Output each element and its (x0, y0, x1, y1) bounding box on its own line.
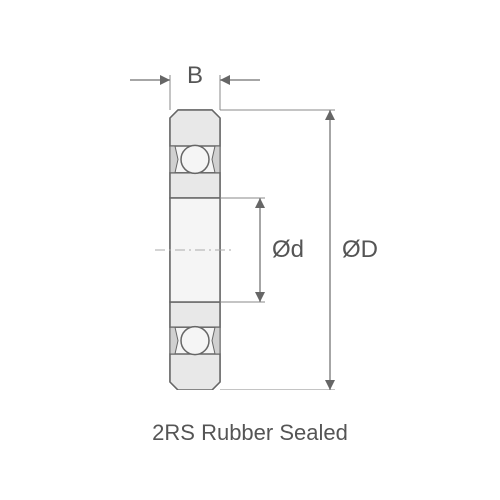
bearing-svg (0, 50, 500, 390)
dimension-label-width: B (187, 62, 203, 90)
diagram-caption: 2RS Rubber Sealed (0, 420, 500, 446)
dimension-label-outer-diameter: ØD (342, 236, 378, 264)
dimension-label-inner-diameter: Ød (272, 236, 304, 264)
bearing-cross-section-diagram (0, 50, 500, 390)
